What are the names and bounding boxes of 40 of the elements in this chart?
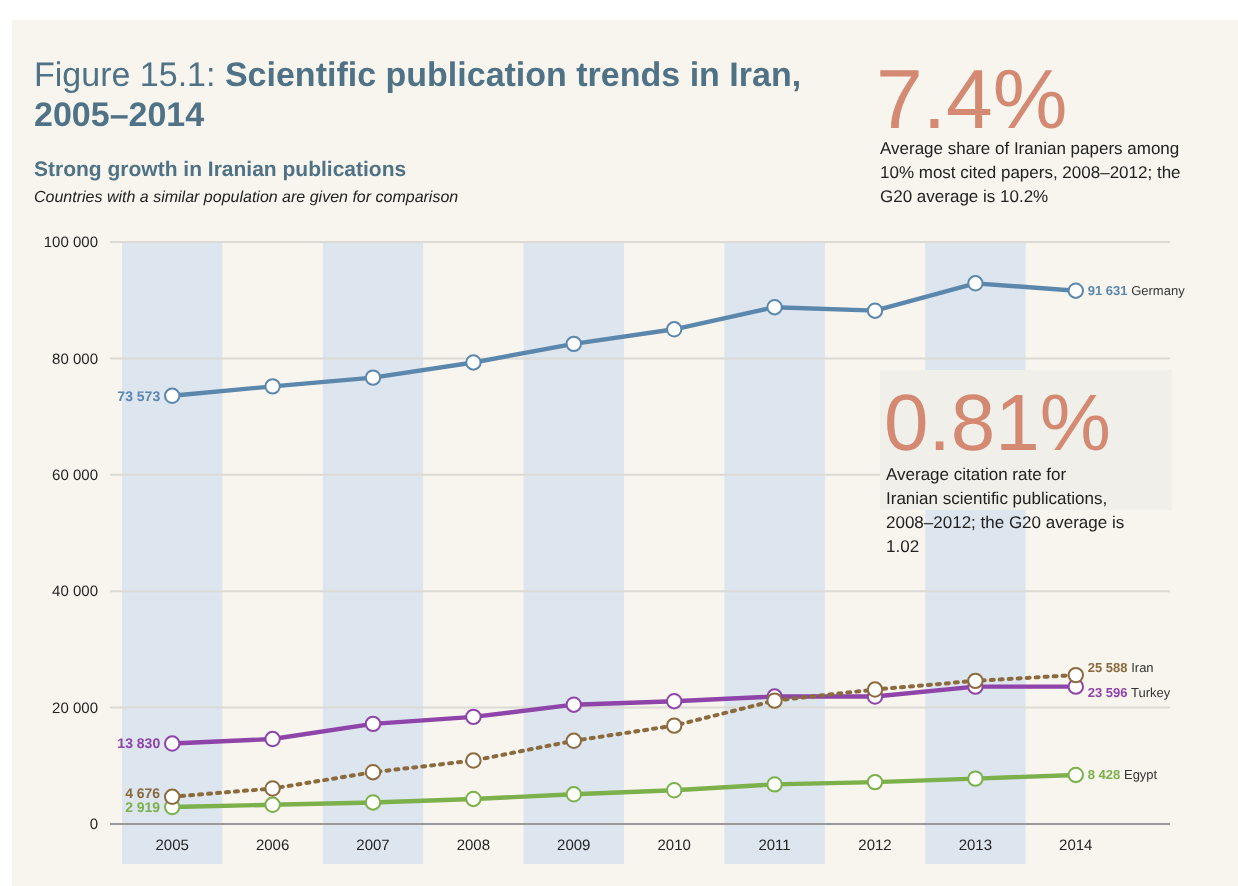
point xyxy=(967,275,984,292)
point xyxy=(866,681,884,698)
annotation: 0.81% xyxy=(884,380,1111,468)
point xyxy=(565,786,582,803)
point xyxy=(766,298,783,316)
point xyxy=(465,354,482,371)
point xyxy=(666,321,683,338)
point xyxy=(364,794,382,811)
point xyxy=(465,790,482,808)
point xyxy=(967,770,984,787)
point xyxy=(264,730,281,748)
text: Countries with a similar population are given for comparison xyxy=(34,188,460,206)
point xyxy=(164,735,181,752)
chart-subtitle: Strong growth in Iranian publications xyxy=(34,158,407,182)
point xyxy=(164,387,181,405)
point xyxy=(1067,282,1084,299)
point xyxy=(264,780,281,797)
point xyxy=(866,302,884,319)
point xyxy=(264,378,281,395)
point xyxy=(666,717,683,734)
chart-title: Figure 15.1: Scientific publication trends in Iran, 2005–2014 xyxy=(34,56,802,134)
point xyxy=(164,788,181,805)
point xyxy=(565,335,582,353)
point xyxy=(364,715,382,733)
point xyxy=(364,764,382,781)
point xyxy=(565,696,582,713)
point xyxy=(1067,666,1084,684)
point xyxy=(666,782,683,799)
point xyxy=(766,776,783,793)
point xyxy=(565,732,582,749)
point xyxy=(1067,766,1084,784)
point xyxy=(967,672,984,690)
text: Average share of Iranian papers among 10% most cited papers, 2008–2012; the G20 average is 10.2% xyxy=(880,138,1182,206)
point xyxy=(364,369,382,386)
point xyxy=(264,796,281,813)
point xyxy=(666,693,683,710)
point xyxy=(465,708,482,726)
annotation: Average citation rate for Iranian scientific publications, 2008–2012; the G20 average is 1.02 xyxy=(886,464,1125,556)
point xyxy=(866,773,884,791)
point xyxy=(465,752,482,769)
